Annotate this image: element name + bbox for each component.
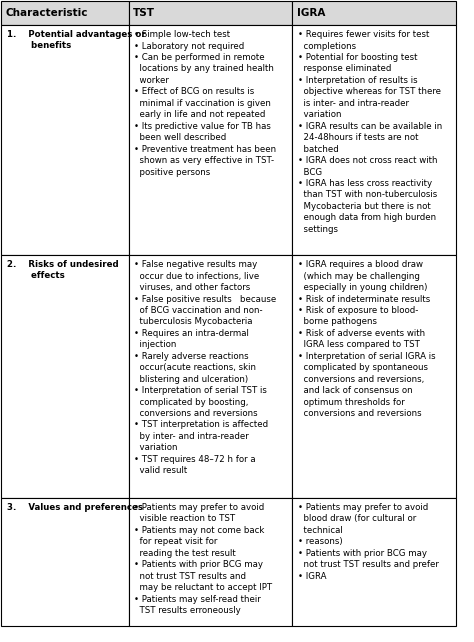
Text: effects: effects	[7, 272, 64, 281]
Text: • Patients may prefer to avoid
  visible reaction to TST
• Patients may not come: • Patients may prefer to avoid visible r…	[134, 503, 273, 615]
Bar	[1, 25, 129, 255]
Bar	[1, 255, 129, 498]
Bar	[292, 498, 456, 626]
Text: • Simple low-tech test
• Laboratory not required
• Can be performed in remote
  : • Simple low-tech test • Laboratory not …	[134, 30, 276, 177]
Text: Characteristic: Characteristic	[6, 8, 89, 18]
Bar	[129, 255, 292, 498]
Text: • False negative results may
  occur due to infections, live
  viruses, and othe: • False negative results may occur due t…	[134, 260, 276, 475]
Bar	[292, 1, 456, 25]
Text: 3.    Values and preferences: 3. Values and preferences	[7, 503, 143, 512]
Text: • Patients may prefer to avoid
  blood draw (for cultural or
  technical
• reaso: • Patients may prefer to avoid blood dra…	[298, 503, 439, 580]
Text: IGRA: IGRA	[297, 8, 325, 18]
Text: • IGRA requires a blood draw
  (which may be challenging
  especially in young c: • IGRA requires a blood draw (which may …	[298, 260, 436, 418]
Text: 1.    Potential advantages or: 1. Potential advantages or	[7, 30, 146, 39]
Text: benefits: benefits	[7, 42, 71, 51]
Bar	[129, 25, 292, 255]
Bar	[129, 1, 292, 25]
Bar	[292, 25, 456, 255]
Bar	[292, 255, 456, 498]
Text: TST: TST	[133, 8, 155, 18]
Text: 2.    Risks of undesired: 2. Risks of undesired	[7, 260, 118, 269]
Bar	[1, 1, 129, 25]
Bar	[129, 498, 292, 626]
Text: • Requires fewer visits for test
  completions
• Potential for boosting test
  r: • Requires fewer visits for test complet…	[298, 30, 442, 234]
Bar	[1, 498, 129, 626]
